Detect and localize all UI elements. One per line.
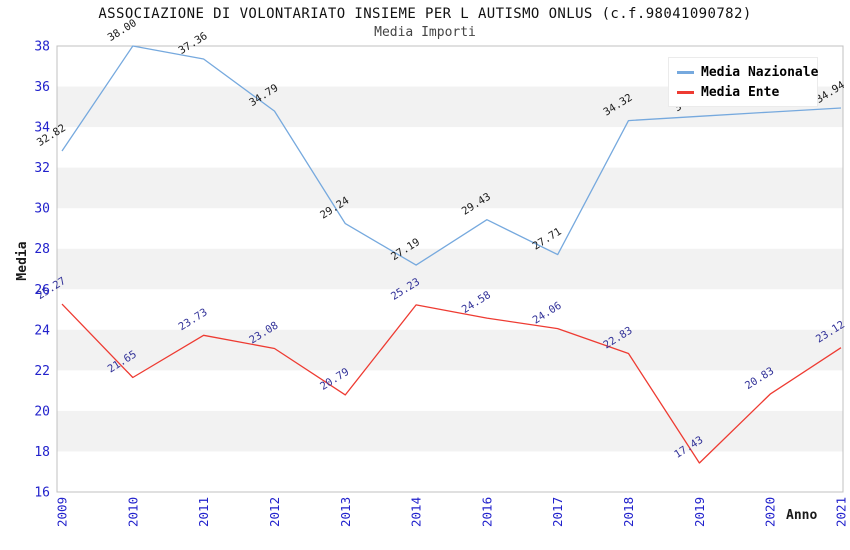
grid-band: [57, 248, 843, 290]
y-tick-label: 36: [34, 80, 50, 95]
x-tick-label: 2012: [267, 497, 282, 527]
x-tick-label: 2014: [409, 497, 424, 527]
x-tick-label: 2017: [550, 497, 565, 527]
media-ente-data-label: 24.58: [460, 289, 493, 316]
svg-text:2017: 2017: [550, 497, 565, 527]
svg-text:2018: 2018: [621, 497, 636, 527]
grid-band: [57, 167, 843, 209]
y-tick-label: 24: [34, 323, 50, 338]
chart-title: ASSOCIAZIONE DI VOLONTARIATO INSIEME PER…: [98, 6, 752, 22]
y-tick-label: 34: [34, 121, 50, 136]
svg-text:37.36: 37.36: [176, 30, 209, 57]
media-nazionale-data-label: 37.36: [176, 30, 209, 57]
x-tick-label: 2020: [763, 497, 778, 527]
chart-subtitle: Media Importi: [374, 25, 476, 40]
svg-text:2016: 2016: [479, 497, 494, 527]
svg-text:2021: 2021: [834, 497, 849, 527]
media-nazionale-line: [61, 45, 842, 266]
svg-text:27.71: 27.71: [531, 226, 564, 253]
legend-item-media-nazionale: Media Nazionale: [677, 62, 818, 82]
svg-text:2019: 2019: [692, 497, 707, 527]
legend-item-media-ente: Media Ente: [677, 82, 809, 102]
media-ente-data-label: 23.73: [176, 306, 209, 333]
y-tick-label: 20: [34, 404, 50, 419]
y-tick-label: 32: [34, 161, 50, 176]
y-axis-title: Media: [15, 241, 30, 281]
svg-text:23.73: 23.73: [176, 306, 209, 333]
svg-text:24.06: 24.06: [531, 300, 564, 327]
svg-text:2009: 2009: [55, 497, 70, 527]
y-tick-label: 18: [34, 445, 50, 460]
x-tick-label: 2010: [125, 497, 140, 527]
y-tick-label: 16: [34, 486, 50, 501]
grid-band: [57, 329, 843, 371]
y-tick-label: 22: [34, 364, 50, 379]
svg-text:2012: 2012: [267, 497, 282, 527]
y-tick-label: 30: [34, 202, 50, 217]
x-tick-label: 2009: [55, 497, 70, 527]
x-tick-label: 2016: [479, 497, 494, 527]
media-ente-line: [61, 303, 842, 464]
x-tick-label: 2019: [692, 497, 707, 527]
svg-text:2011: 2011: [196, 497, 211, 527]
y-tick-label: 26: [34, 283, 50, 298]
legend-label-media-nazionale: Media Nazionale: [701, 64, 819, 80]
legend: Media Nazionale Media Ente: [668, 57, 818, 107]
svg-text:2010: 2010: [125, 497, 140, 527]
x-tick-label: 2013: [338, 497, 353, 527]
x-tick-label: 2021: [834, 497, 849, 527]
legend-label-media-ente: Media Ente: [701, 84, 780, 100]
media-nazionale-data-label: 27.71: [531, 226, 564, 253]
x-axis-title: Anno: [786, 508, 818, 523]
svg-text:38.00: 38.00: [106, 17, 139, 44]
svg-text:2014: 2014: [409, 497, 424, 527]
media-ente-data-label: 24.06: [531, 300, 564, 327]
plot-border: [56, 45, 844, 493]
media-nazionale-line-marker: [677, 70, 694, 74]
svg-text:2020: 2020: [763, 497, 778, 527]
y-tick-label: 28: [34, 242, 50, 257]
grid-band: [57, 410, 843, 452]
y-tick-label: 38: [34, 40, 50, 55]
svg-text:2013: 2013: [338, 497, 353, 527]
x-tick-label: 2018: [621, 497, 636, 527]
media-nazionale-data-label: 38.00: [106, 17, 139, 44]
svg-text:24.58: 24.58: [460, 289, 493, 316]
media-ente-line-marker: [677, 90, 694, 94]
x-tick-label: 2011: [196, 497, 211, 527]
